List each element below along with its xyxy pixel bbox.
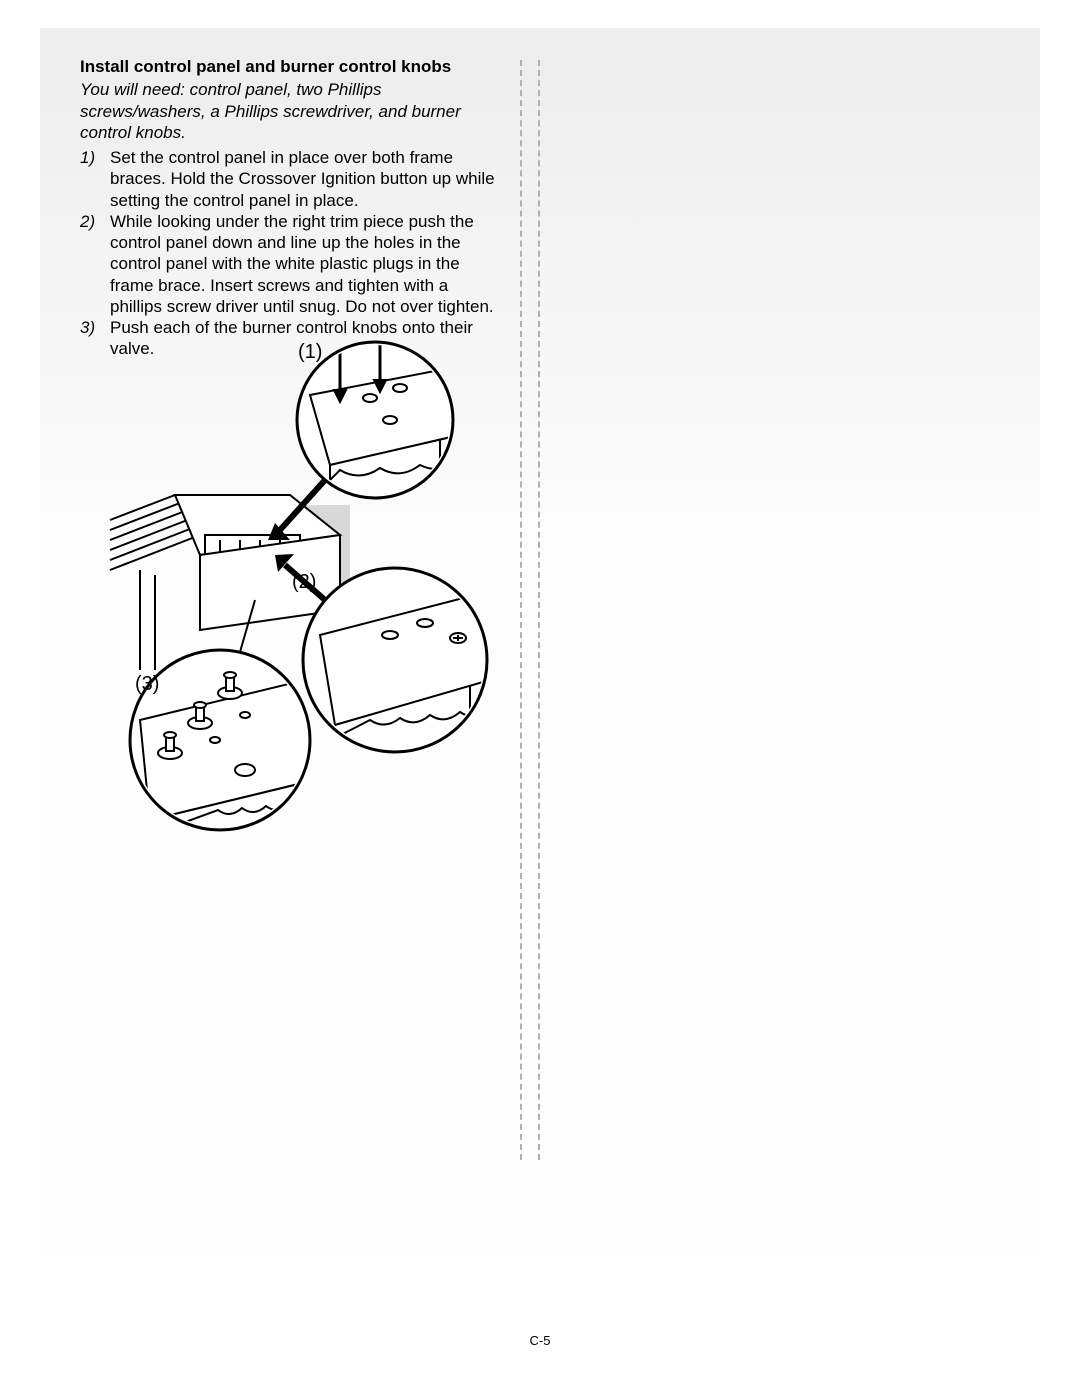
intro-text: You will need: control panel, two Philli… [80, 79, 500, 143]
column-divider [520, 60, 522, 1160]
manual-page: Install control panel and burner control… [40, 28, 1040, 1368]
page-number: C-5 [40, 1333, 1040, 1348]
step-number: 1) [80, 147, 110, 211]
step-text: While looking under the right trim piece… [110, 211, 500, 317]
callout-label: (1) [298, 341, 322, 363]
step-item: 1) Set the control panel in place over b… [80, 147, 500, 211]
callout-label: (3) [135, 673, 159, 695]
step-item: 2) While looking under the right trim pi… [80, 211, 500, 317]
step-list: 1) Set the control panel in place over b… [80, 147, 500, 360]
step-number: 2) [80, 211, 110, 317]
assembly-diagram: (1) (2) (3) [80, 340, 500, 860]
step-text: Set the control panel in place over both… [110, 147, 500, 211]
left-column: Install control panel and burner control… [80, 56, 500, 360]
callout-label: (2) [292, 571, 316, 593]
section-heading: Install control panel and burner control… [80, 56, 500, 77]
column-divider [538, 60, 540, 1160]
